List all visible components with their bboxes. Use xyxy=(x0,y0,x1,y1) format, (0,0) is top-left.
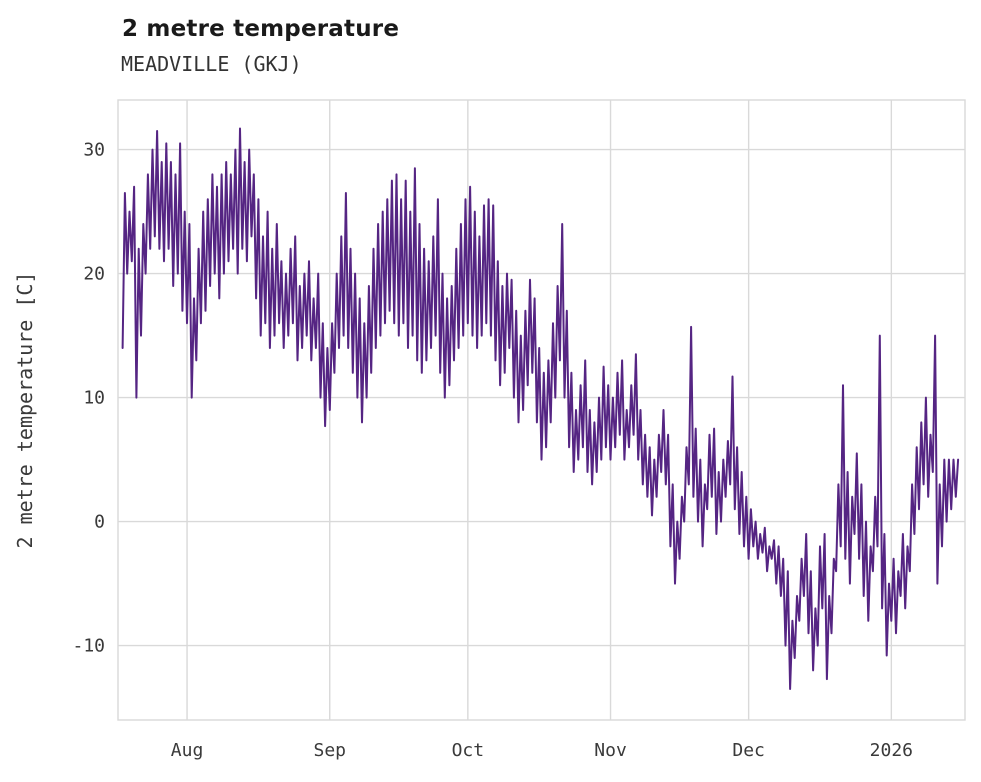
chart-title: 2 metre temperature xyxy=(122,16,400,42)
plot-border xyxy=(117,99,966,721)
x-tick-label: Aug xyxy=(171,740,204,761)
y-tick-label: 0 xyxy=(94,512,105,533)
x-tick-label: Sep xyxy=(313,740,346,761)
x-tick-label: Dec xyxy=(732,740,765,761)
temperature-line xyxy=(121,127,960,690)
y-tick-label: 20 xyxy=(83,264,105,285)
y-tick-label: 30 xyxy=(83,140,105,161)
y-tick-label: -10 xyxy=(72,636,105,657)
y-axis-label: 2 metre temperature [C] xyxy=(13,272,37,549)
x-tick-label: Nov xyxy=(594,740,627,761)
y-tick-label: 10 xyxy=(83,388,105,409)
chart-subtitle: MEADVILLE (GKJ) xyxy=(121,52,302,76)
x-tick-label: 2026 xyxy=(870,740,913,761)
x-tick-label: Oct xyxy=(452,740,485,761)
